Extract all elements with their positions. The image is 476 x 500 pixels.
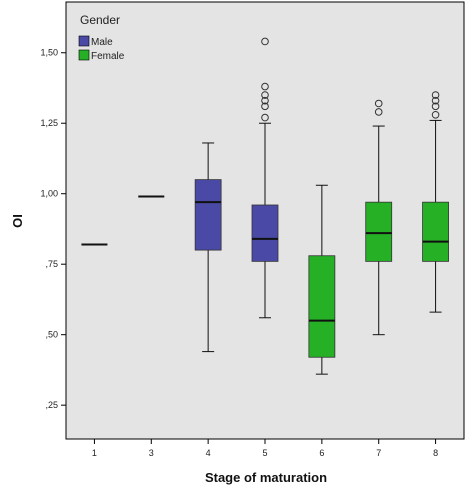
legend: Gender Male Female [78,13,125,62]
box-4 [194,142,222,353]
x-axis: 1 3 4 5 6 7 8 [92,439,438,458]
box-iqr [365,201,393,262]
outlier-point [261,91,269,99]
outlier-point [431,110,440,119]
outlier-point [374,108,383,116]
legend-swatch-female [78,49,90,61]
x-axis-title: Stage of maturation [205,470,327,485]
legend-swatch-male [78,35,90,47]
box-6 [308,184,336,375]
outlier-point [261,102,269,111]
box-group [81,37,449,375]
y-tick-label: ,75 [45,259,58,269]
x-tick-label: 1 [92,448,97,458]
y-tick-label: 1,50 [40,48,58,58]
box-iqr [422,201,449,262]
legend-title: Gender [80,13,120,27]
outlier-point [431,96,440,105]
outlier-point [261,96,269,105]
y-tick-label: ,25 [45,400,58,410]
box-iqr [194,179,222,251]
y-axis-title: OI [10,214,25,228]
y-axis: ,25 ,50 ,75 1,00 1,25 1,50 [40,48,66,410]
x-tick-label: 5 [262,448,267,458]
outlier-point [374,99,383,108]
x-tick-label: 4 [206,448,211,458]
y-tick-label: 1,00 [40,189,58,199]
legend-label-female: Female [91,51,125,62]
y-tick-label: ,50 [45,330,58,340]
x-tick-label: 3 [149,448,154,458]
outlier-point [261,37,269,46]
box-8 [422,91,449,313]
legend-label-male: Male [91,37,113,48]
outlier-point [431,102,440,111]
box-iqr [308,255,336,358]
outlier-point [261,82,269,91]
box-iqr [251,204,279,262]
box-5 [251,37,279,319]
outlier-point [431,91,440,99]
x-tick-label: 6 [319,448,324,458]
x-tick-label: 7 [376,448,381,458]
box-7 [365,99,393,336]
y-tick-label: 1,25 [40,118,58,128]
outlier-point [261,113,269,122]
x-tick-label: 8 [433,448,438,458]
